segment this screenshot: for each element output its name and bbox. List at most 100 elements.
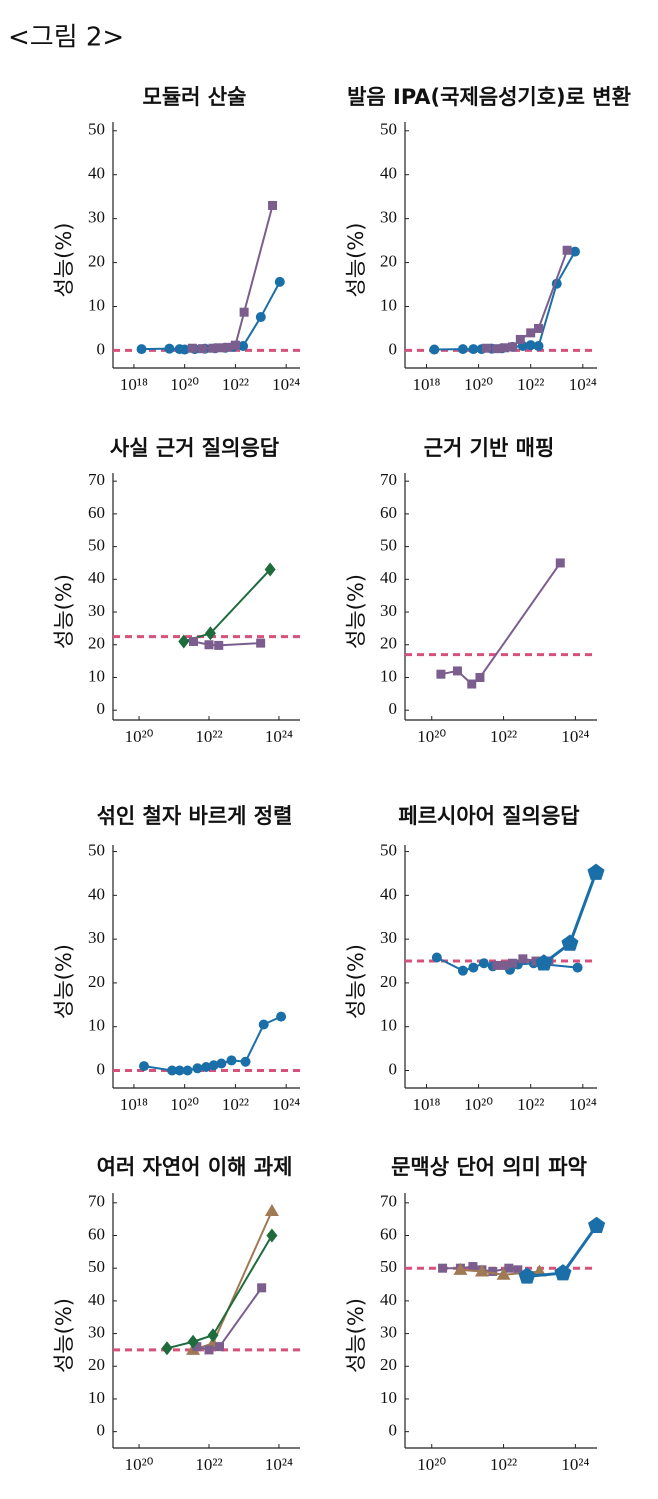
x-tick-label: 10²⁰	[464, 1095, 493, 1114]
x-tick-label: 10²²	[222, 375, 249, 394]
y-tick-label: 20	[380, 251, 397, 270]
point	[500, 343, 510, 353]
point	[187, 343, 197, 353]
point	[492, 960, 502, 970]
point	[230, 340, 240, 350]
y-tick-label: 10	[380, 666, 397, 685]
point	[238, 341, 249, 352]
x-tick-label: 10¹⁸	[412, 375, 440, 394]
x-tick-label: 10²²	[517, 1095, 544, 1114]
point	[500, 960, 510, 970]
point	[452, 666, 462, 676]
x-tick-label: 10²⁰	[125, 1455, 154, 1474]
y-tick-label: 0	[389, 1059, 398, 1078]
y-tick-label: 50	[380, 1257, 397, 1276]
y-tick-label: 10	[88, 1016, 105, 1035]
y-tick-label: 40	[380, 164, 397, 183]
point	[216, 1058, 227, 1069]
series-line	[166, 1234, 273, 1350]
y-tick-label: 50	[380, 840, 397, 859]
point	[457, 344, 468, 355]
point	[208, 1060, 219, 1071]
y-tick-label: 30	[380, 928, 397, 947]
x-tick-label: 10²⁰	[417, 727, 446, 746]
point	[518, 1267, 536, 1284]
chart-title: 문맥상 단어 의미 파악	[391, 1155, 587, 1179]
y-tick-label: 20	[380, 634, 397, 653]
y-tick-label: 20	[88, 251, 105, 270]
x-tick-label: 10²⁰	[464, 375, 493, 394]
x-tick-label: 10¹⁸	[120, 1095, 148, 1114]
point	[492, 344, 502, 354]
point	[182, 1065, 193, 1076]
point	[264, 1203, 279, 1216]
y-tick-label: 40	[88, 884, 105, 903]
point	[569, 246, 580, 257]
point	[431, 952, 442, 963]
point	[554, 1264, 572, 1281]
y-tick-label: 20	[380, 1355, 397, 1374]
x-tick-label: 10²²	[195, 727, 222, 746]
point	[562, 245, 572, 255]
chart-title: 섞인 철자 바르게 정렬	[97, 804, 293, 828]
chart-title: 모듈러 산술	[143, 85, 247, 109]
y-tick-label: 70	[380, 1192, 397, 1211]
point	[478, 958, 489, 969]
point	[481, 343, 491, 353]
point	[438, 1263, 448, 1273]
y-tick-label: 10	[380, 295, 397, 314]
point	[215, 343, 225, 353]
x-tick-label: 10¹⁸	[120, 375, 148, 394]
point	[504, 1263, 514, 1273]
point	[201, 1061, 212, 1072]
y-tick-label: 40	[88, 568, 105, 587]
point	[436, 669, 446, 679]
point	[192, 1063, 203, 1074]
y-tick-label: 0	[389, 699, 398, 718]
y-axis-label: 성능(%)	[52, 223, 76, 298]
point	[526, 328, 536, 338]
point	[164, 343, 175, 354]
x-tick-label: 10²⁴	[561, 1455, 589, 1474]
x-tick-label: 10²⁴	[272, 1095, 300, 1114]
chart-title: 근거 기반 매핑	[424, 436, 555, 460]
y-tick-label: 30	[380, 601, 397, 620]
point	[192, 1342, 202, 1352]
point	[587, 863, 605, 880]
x-tick-label: 10²²	[195, 1455, 222, 1474]
point	[474, 1264, 489, 1277]
y-tick-label: 30	[88, 1322, 105, 1341]
x-tick-label: 10²⁴	[272, 375, 300, 394]
y-axis-label: 성능(%)	[52, 574, 76, 649]
point	[139, 1061, 150, 1072]
y-tick-label: 30	[88, 208, 105, 227]
point	[496, 1267, 511, 1280]
point	[468, 962, 479, 973]
y-tick-label: 0	[97, 1059, 106, 1078]
series-line	[434, 251, 576, 351]
y-tick-label: 50	[88, 120, 105, 139]
y-tick-label: 70	[88, 1192, 105, 1211]
point	[507, 342, 517, 352]
x-tick-label: 10²⁰	[417, 1455, 446, 1474]
point	[188, 636, 198, 646]
point	[468, 1262, 478, 1272]
y-tick-label: 10	[380, 1388, 397, 1407]
point	[525, 340, 536, 351]
chart-title: 페르시아어 질의응답	[398, 804, 579, 828]
x-tick-label: 10²⁰	[170, 1095, 199, 1114]
y-tick-label: 0	[97, 339, 106, 358]
series-line	[440, 562, 562, 686]
y-tick-label: 10	[88, 295, 105, 314]
point	[457, 965, 468, 976]
point	[468, 344, 479, 355]
y-tick-label: 40	[380, 884, 397, 903]
point	[239, 307, 249, 317]
point	[161, 1341, 173, 1356]
y-axis-label: 성능(%)	[344, 574, 368, 649]
y-tick-label: 30	[380, 1322, 397, 1341]
series-line	[192, 205, 274, 350]
point	[535, 954, 553, 971]
point	[518, 954, 528, 964]
